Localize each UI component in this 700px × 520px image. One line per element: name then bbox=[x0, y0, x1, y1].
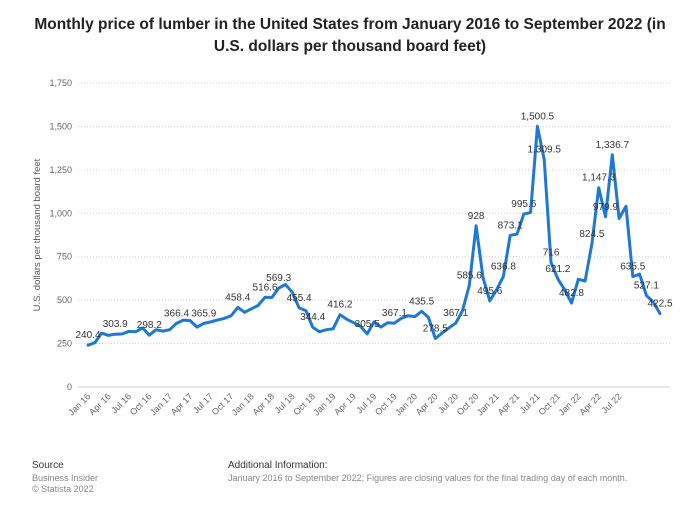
data-label: 416.2 bbox=[327, 300, 352, 311]
additional-info-block: Additional Information: January 2016 to … bbox=[228, 460, 627, 484]
data-label: 1,336.7 bbox=[596, 140, 630, 151]
y-tick-label: 750 bbox=[57, 252, 72, 262]
data-label: 928 bbox=[468, 211, 485, 222]
data-label: 366.4 bbox=[164, 308, 189, 319]
y-tick-label: 250 bbox=[57, 339, 72, 349]
x-tick-label: Jan 20 bbox=[393, 391, 419, 417]
data-label: 1,500.5 bbox=[521, 111, 555, 122]
data-label: 979.9 bbox=[593, 202, 618, 213]
data-label: 1,309.5 bbox=[528, 145, 562, 156]
copyright: © Statista 2022 bbox=[32, 484, 94, 494]
x-tick-label: Apr 20 bbox=[414, 391, 440, 417]
data-label: 495.6 bbox=[477, 286, 502, 297]
data-label: 824.5 bbox=[579, 229, 604, 240]
data-label: 1,147.3 bbox=[582, 173, 616, 184]
data-label: 435.5 bbox=[409, 296, 434, 307]
info-heading: Additional Information: bbox=[228, 460, 328, 471]
data-label: 458.4 bbox=[225, 292, 250, 303]
data-label: 367.1 bbox=[382, 308, 407, 319]
info-text: January 2016 to September 2022; Figures … bbox=[228, 473, 628, 483]
series-line bbox=[86, 124, 662, 347]
data-label: 365.9 bbox=[191, 308, 216, 319]
data-label: 482.8 bbox=[559, 288, 584, 299]
data-label: 585.6 bbox=[457, 270, 482, 281]
data-label: 303.9 bbox=[103, 319, 128, 330]
data-label: 240.4 bbox=[75, 330, 100, 341]
data-label: 298.2 bbox=[137, 320, 162, 331]
x-tick-label: Apr 16 bbox=[87, 391, 113, 417]
source-name: Business Insider bbox=[32, 473, 99, 483]
x-tick-label: Apr 22 bbox=[577, 391, 603, 417]
data-label: 367.1 bbox=[443, 308, 468, 319]
data-label: 455.4 bbox=[287, 293, 312, 304]
x-tick-label: Jan 17 bbox=[148, 391, 174, 417]
data-label: 716 bbox=[543, 248, 560, 259]
gridlines bbox=[78, 82, 670, 388]
y-tick-label: 1,000 bbox=[49, 208, 72, 218]
data-label: 278.5 bbox=[423, 324, 448, 335]
data-label: 527.1 bbox=[634, 280, 659, 291]
data-label: 305.5 bbox=[355, 319, 380, 330]
y-tick-label: 1,250 bbox=[49, 165, 72, 175]
data-label: 995.6 bbox=[511, 199, 536, 210]
x-tick-label: Jan 18 bbox=[230, 391, 256, 417]
data-label: 422.5 bbox=[647, 299, 672, 310]
data-label: 344.4 bbox=[300, 312, 325, 323]
data-label: 873.1 bbox=[498, 220, 523, 231]
x-tick-label: Apr 18 bbox=[250, 391, 276, 417]
y-tick-label: 1,750 bbox=[49, 78, 72, 88]
y-tick-label: 1,500 bbox=[49, 121, 72, 131]
source-block: Source Business Insider © Statista 2022 bbox=[32, 460, 98, 495]
data-label: 636.8 bbox=[491, 261, 516, 272]
source-heading: Source bbox=[32, 460, 64, 471]
y-tick-label: 0 bbox=[67, 382, 72, 392]
y-axis-label: U.S. dollars per thousand board feet bbox=[32, 158, 43, 311]
chart-title: Monthly price of lumber in the United St… bbox=[34, 16, 666, 55]
data-label: 621.2 bbox=[545, 264, 570, 275]
x-tick-label: Jan 22 bbox=[557, 391, 583, 417]
data-label: 635.5 bbox=[620, 262, 645, 273]
x-tick-label: Jul 22 bbox=[599, 391, 623, 415]
x-tick-label: Apr 17 bbox=[169, 391, 195, 417]
data-label: 569.3 bbox=[266, 273, 291, 284]
x-tick-label: Jan 16 bbox=[66, 391, 92, 417]
y-tick-label: 500 bbox=[57, 295, 72, 305]
x-tick-label: Apr 21 bbox=[496, 391, 522, 417]
x-tick-label: Jan 19 bbox=[311, 391, 337, 417]
y-axis-ticks: 0 250 500 750 1,000 1,250 1,500 1,750 bbox=[49, 78, 72, 392]
x-tick-label: Jan 21 bbox=[475, 391, 501, 417]
data-label: 516.6 bbox=[253, 282, 278, 293]
x-tick-label: Apr 19 bbox=[332, 391, 358, 417]
